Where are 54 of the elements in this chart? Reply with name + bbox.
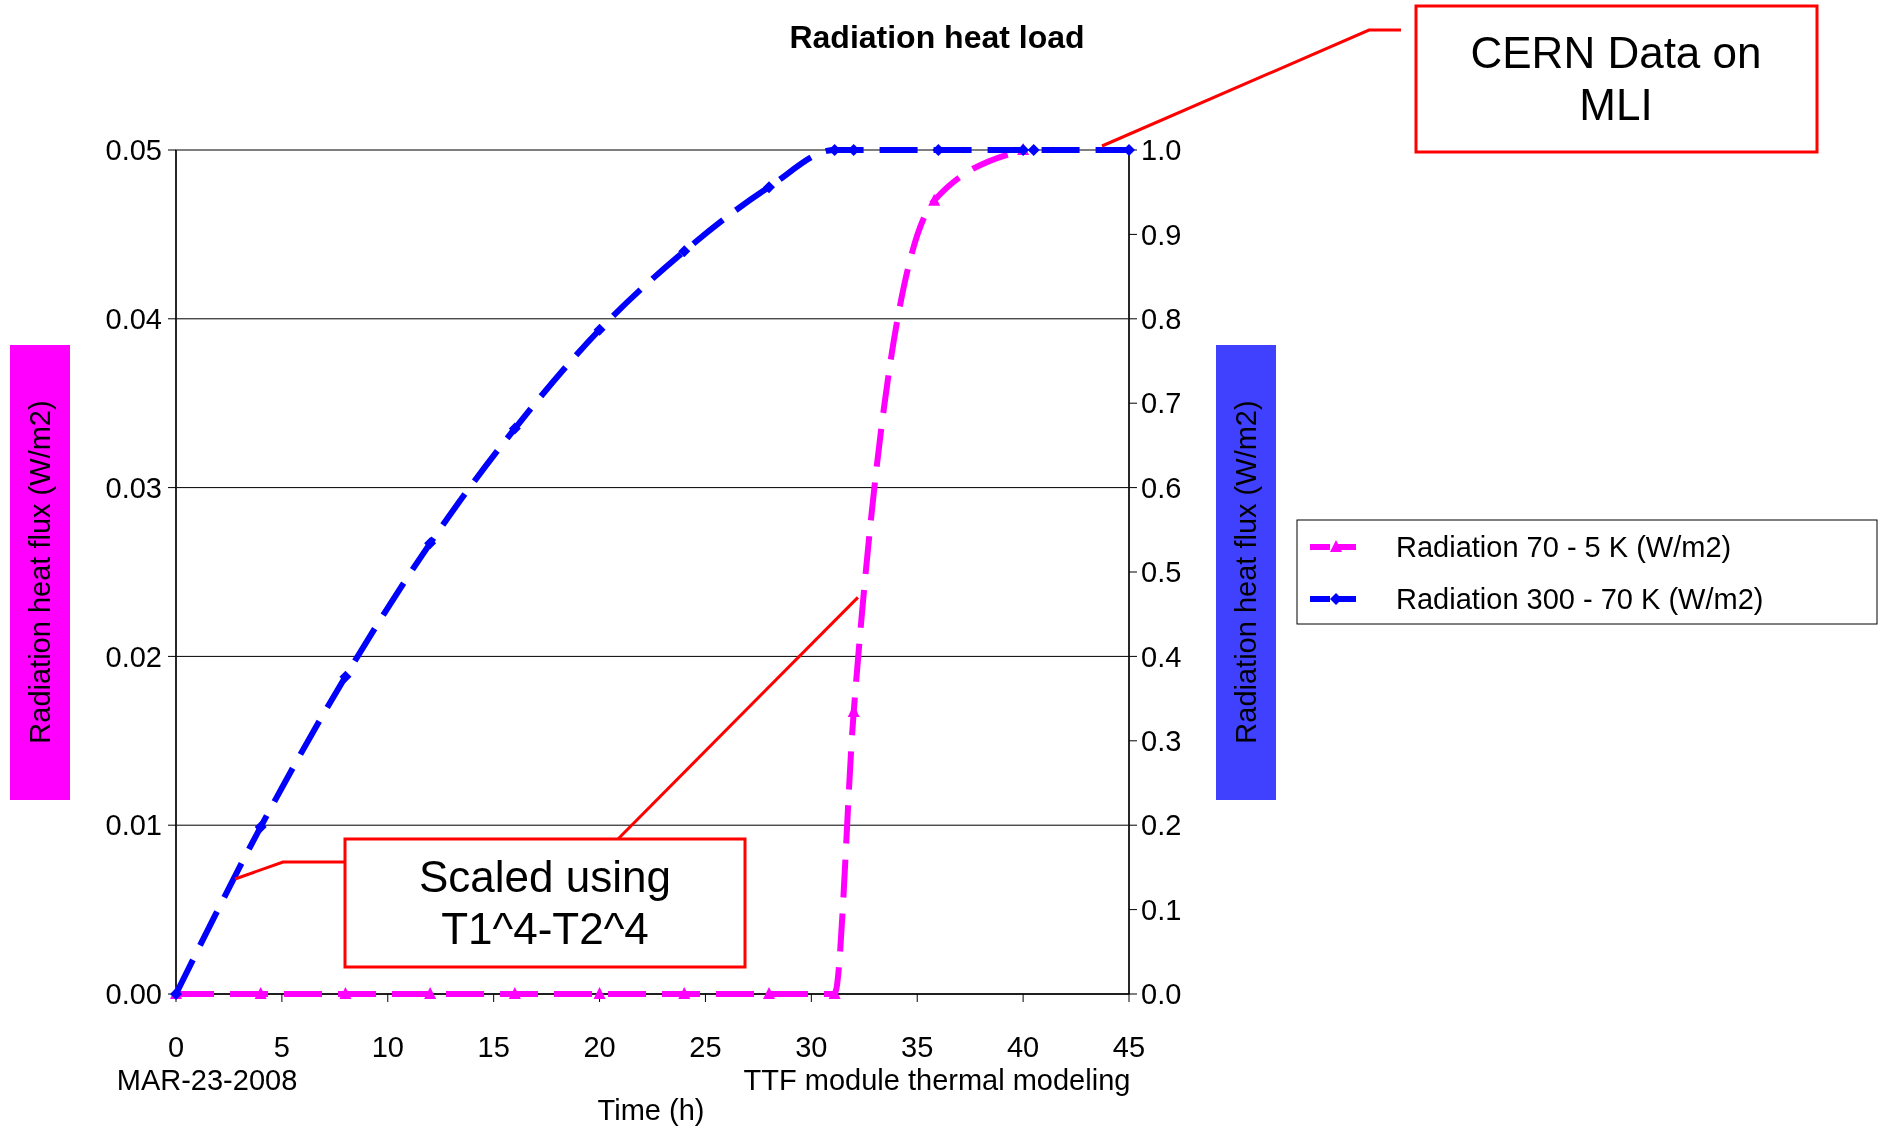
text: 1.0 [1141, 134, 1182, 167]
point [762, 987, 775, 999]
y2-tick-label: 0.4 [1141, 640, 1182, 673]
point [339, 987, 352, 999]
point [828, 987, 841, 999]
point [424, 537, 437, 550]
point [593, 987, 606, 999]
text: 0.0 [1141, 978, 1182, 1011]
y-tick-label: 0.04 [105, 302, 162, 335]
y-axis-title: Radiation heat flux (W/m2) [24, 400, 56, 744]
text: TTF module thermal modeling [743, 1064, 1131, 1096]
point [928, 193, 941, 206]
y-tick-label: 0.02 [105, 640, 162, 673]
x-tick-label: 30 [795, 1031, 828, 1063]
y2-tick-label: 0.5 [1141, 556, 1182, 589]
point [254, 987, 267, 999]
text: CERN Data on MLI [1470, 28, 1762, 130]
y-tick-label: 0.01 [105, 809, 162, 842]
text: MAR-23-2008 [116, 1064, 298, 1096]
text: 0.00 [105, 978, 162, 1011]
x-tick-label: 10 [371, 1031, 404, 1063]
legend-label: Radiation 70 - 5 K (W/m2) [1396, 531, 1732, 564]
point [508, 987, 521, 999]
point [424, 987, 437, 999]
y2-tick-label: 0.8 [1141, 302, 1182, 335]
point [678, 987, 691, 999]
y2-tick-label: 0.9 [1141, 218, 1182, 251]
annotation: Scaled using T1^4-T2^4 [419, 852, 671, 954]
point [762, 181, 775, 194]
x-axis-title: Time (h) [597, 1094, 705, 1126]
y-tick-label: 0.03 [105, 471, 162, 504]
point [254, 820, 267, 833]
x-tick-label: 15 [477, 1031, 510, 1063]
point [678, 245, 691, 258]
x-tick-label: 5 [273, 1031, 290, 1063]
chart-title: Radiation heat load [789, 19, 1085, 55]
x-tick-label: 25 [689, 1031, 722, 1063]
point [593, 323, 606, 336]
x-tick-label: 45 [1112, 1031, 1146, 1063]
y2-tick-label: 0.7 [1141, 387, 1182, 420]
y2-axis-title: Radiation heat flux (W/m2) [1230, 400, 1262, 744]
x-tick-label: 35 [901, 1031, 934, 1063]
y2-tick-label: 0.6 [1141, 471, 1182, 504]
point [508, 422, 521, 435]
x-tick-label: 40 [1006, 1031, 1040, 1063]
y2-tick-label: 0.2 [1141, 809, 1182, 842]
legend-label: Radiation 300 - 70 K (W/m2) [1396, 583, 1764, 616]
y2-tick-label: 0.1 [1141, 893, 1182, 926]
point [1027, 144, 1040, 156]
x-tick-label: 0 [167, 1031, 185, 1063]
x-tick-label: 20 [583, 1031, 616, 1063]
y2-tick-label: 0.3 [1141, 724, 1182, 757]
point [339, 670, 352, 683]
y-tick-label: 0.05 [105, 134, 162, 167]
